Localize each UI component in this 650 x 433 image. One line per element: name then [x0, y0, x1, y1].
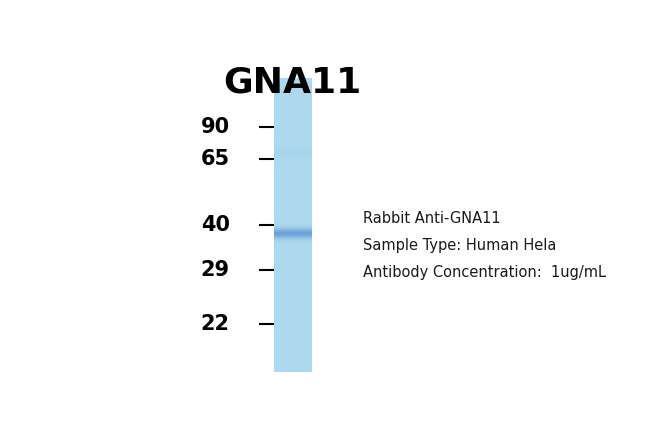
Text: 40: 40	[201, 215, 230, 235]
Text: 29: 29	[201, 260, 230, 280]
Text: 90: 90	[201, 117, 230, 137]
Text: Rabbit Anti-GNA11: Rabbit Anti-GNA11	[363, 211, 501, 226]
Text: 65: 65	[201, 149, 230, 168]
Text: 22: 22	[201, 313, 230, 334]
Text: GNA11: GNA11	[224, 65, 362, 99]
Text: Sample Type: Human Hela: Sample Type: Human Hela	[363, 238, 556, 253]
Text: Antibody Concentration:  1ug/mL: Antibody Concentration: 1ug/mL	[363, 265, 606, 280]
